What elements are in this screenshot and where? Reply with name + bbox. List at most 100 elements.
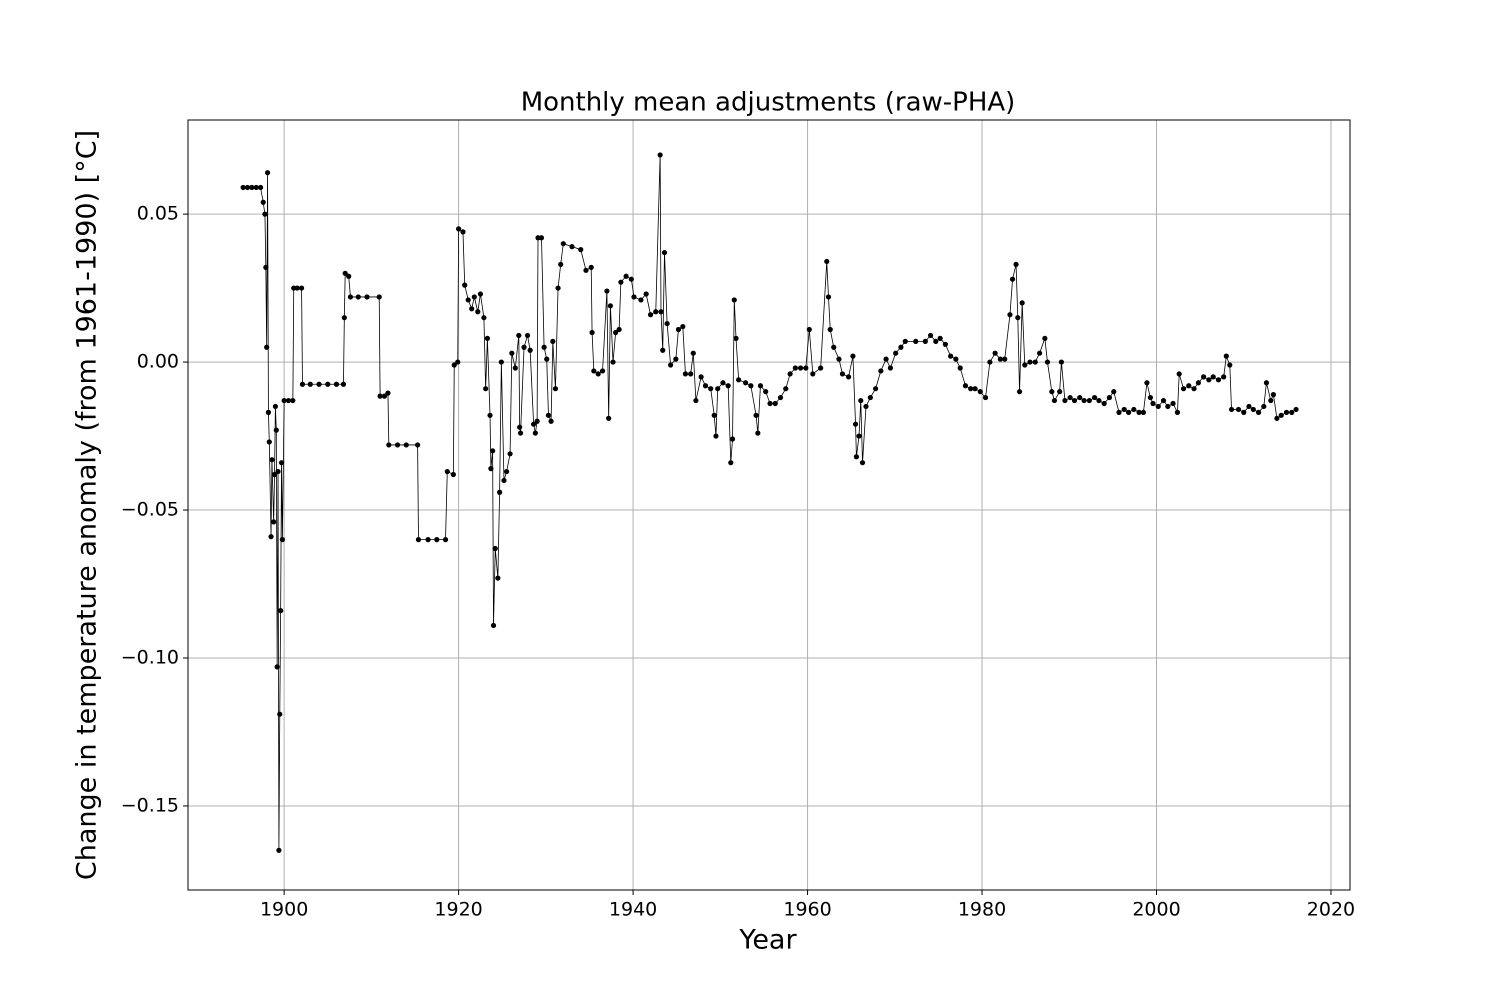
data-point — [1091, 394, 1098, 401]
data-point — [1067, 394, 1073, 401]
data-point — [858, 397, 864, 404]
data-point — [1201, 374, 1207, 380]
data-point — [883, 356, 889, 362]
data-point — [753, 412, 759, 418]
data-point — [898, 344, 904, 350]
data-point — [1289, 409, 1295, 415]
data-point — [268, 534, 274, 540]
data-point — [1106, 394, 1112, 401]
data-point — [657, 152, 663, 158]
data-point — [325, 381, 331, 387]
data-point — [591, 368, 597, 374]
data-point — [307, 381, 313, 387]
data-point — [736, 377, 742, 383]
data-point — [1140, 409, 1147, 415]
x-tick-label: 1900 — [260, 899, 308, 921]
data-point — [469, 306, 475, 312]
data-point — [1250, 406, 1256, 413]
data-point — [1096, 397, 1102, 404]
data-point — [1278, 412, 1284, 418]
data-point — [623, 273, 629, 279]
data-point — [475, 309, 481, 315]
data-point — [534, 418, 540, 424]
data-point — [509, 350, 515, 356]
data-point — [264, 170, 271, 176]
data-point — [1261, 403, 1267, 410]
data-point — [465, 297, 471, 303]
data-point — [853, 454, 860, 460]
data-point — [1147, 394, 1154, 401]
data-point — [680, 323, 686, 330]
data-point — [333, 381, 340, 387]
data-point — [818, 365, 824, 371]
data-point — [544, 356, 550, 362]
data-point — [803, 365, 809, 371]
data-point — [997, 356, 1003, 362]
x-tick-label: 2000 — [1132, 899, 1180, 921]
data-point — [1293, 406, 1299, 413]
data-point — [257, 184, 264, 191]
data-point — [498, 359, 504, 365]
data-point — [560, 241, 566, 247]
data-point — [757, 383, 764, 389]
data-point — [810, 371, 816, 377]
data-point — [316, 381, 322, 387]
data-point — [1283, 409, 1290, 415]
data-point — [806, 326, 812, 333]
data-point — [260, 199, 266, 205]
data-point — [863, 403, 869, 410]
data-point — [887, 365, 894, 371]
x-tick-label: 1920 — [434, 899, 482, 921]
data-point — [708, 386, 714, 392]
data-point — [1009, 276, 1016, 282]
data-point — [1019, 300, 1025, 306]
data-point — [653, 309, 659, 315]
data-point — [839, 371, 846, 377]
data-point — [558, 261, 564, 268]
data-point — [589, 329, 595, 336]
data-point — [386, 442, 392, 448]
data-point — [552, 386, 559, 392]
data-point — [962, 383, 969, 389]
data-point — [1165, 403, 1171, 410]
data-point — [1206, 377, 1212, 383]
data-point — [664, 320, 670, 327]
data-point — [1071, 397, 1078, 404]
data-point — [1007, 312, 1013, 318]
data-point — [425, 537, 431, 543]
data-point — [281, 397, 287, 404]
data-point — [720, 380, 726, 386]
data-point — [972, 386, 978, 392]
data-point — [517, 430, 524, 436]
data-point — [595, 371, 601, 377]
data-point — [1210, 374, 1216, 380]
data-point — [852, 421, 859, 427]
data-point — [1121, 406, 1127, 413]
data-point — [262, 211, 268, 217]
data-point — [660, 347, 666, 353]
data-point — [1150, 400, 1156, 407]
y-axis-label: Change in temperature anomaly (from 1961… — [72, 130, 103, 880]
data-point — [729, 436, 736, 442]
data-point — [599, 368, 606, 374]
data-point — [1195, 380, 1201, 386]
data-point — [948, 353, 954, 359]
data-point — [831, 344, 837, 350]
data-point — [878, 368, 884, 374]
data-point — [1081, 397, 1087, 404]
data-point — [836, 356, 842, 362]
data-point — [1186, 383, 1192, 389]
data-point — [1042, 335, 1048, 341]
data-point — [1160, 397, 1167, 404]
data-point — [484, 335, 490, 341]
data-point — [604, 288, 610, 294]
data-point — [403, 442, 409, 448]
data-point — [797, 365, 804, 371]
data-point — [610, 359, 616, 365]
data-point — [748, 383, 754, 389]
data-point — [376, 294, 382, 300]
data-point — [937, 335, 943, 341]
data-point — [893, 350, 899, 356]
data-point — [631, 294, 637, 300]
